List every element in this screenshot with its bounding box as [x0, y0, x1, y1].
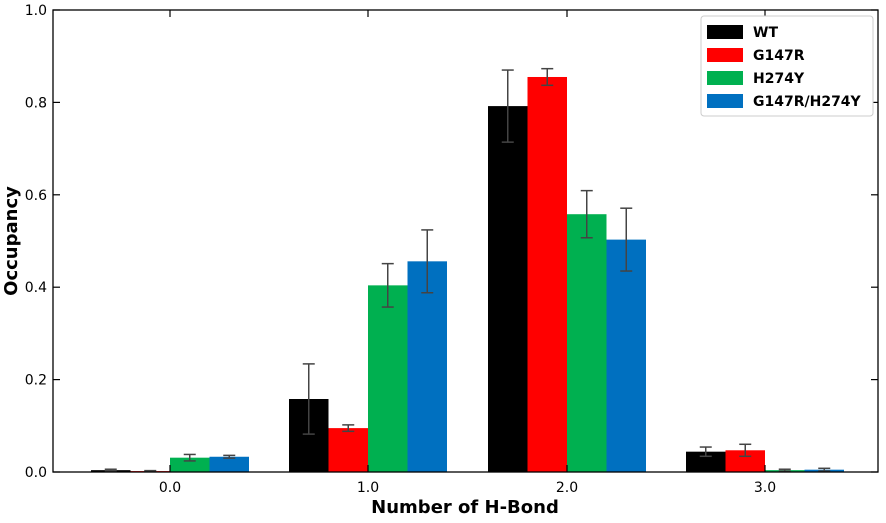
legend-label: G147R/H274Y — [753, 94, 862, 110]
x-tick-label: 3.0 — [754, 480, 776, 496]
error-bars-layer — [104, 67, 831, 473]
error-bar-h274y-0 — [183, 453, 196, 462]
legend-swatch — [707, 71, 743, 85]
legend-item: H274Y — [707, 71, 805, 87]
error-bar-h274y-3 — [778, 468, 791, 472]
bar-g147r-h274y-2 — [606, 239, 646, 472]
bar-g147r-3 — [725, 450, 765, 472]
y-tick-label: 0.0 — [25, 465, 47, 481]
error-bar-g147r-3 — [739, 443, 752, 458]
legend-label: H274Y — [753, 71, 805, 87]
bar-g147r-h274y-1 — [407, 261, 447, 472]
error-bar-g147r-1 — [342, 424, 355, 433]
bar-h274y-0 — [170, 457, 210, 472]
legend-box — [700, 15, 874, 117]
error-bar-g147r-h274y-2 — [620, 207, 633, 272]
error-bar-wt-2 — [501, 69, 514, 143]
legend-item: G147R/H274Y — [707, 94, 862, 110]
bar-g147r-h274y-0 — [209, 456, 249, 472]
error-bar-wt-3 — [699, 446, 712, 458]
bar-g147r-1 — [328, 428, 368, 472]
legend-swatch — [707, 94, 743, 108]
error-bar-g147r-h274y-3 — [818, 467, 831, 472]
bar-h274y-1 — [368, 285, 408, 472]
legend: WT G147R H274Y G147R/H274Y — [700, 15, 874, 117]
x-tick-label: 2.0 — [556, 480, 578, 496]
legend-swatch — [707, 48, 743, 62]
error-bar-h274y-2 — [580, 189, 593, 239]
error-bar-g147r-h274y-0 — [223, 454, 236, 459]
legend-label: WT — [753, 25, 778, 41]
y-tick-label: 0.2 — [25, 373, 47, 389]
x-axis-title: Number of H-Bond — [371, 497, 559, 518]
legend-item: G147R — [707, 48, 805, 64]
legend-item: WT — [707, 25, 778, 41]
bar-wt-3 — [686, 451, 726, 472]
error-bar-g147r-2 — [541, 67, 554, 87]
bar-h274y-2 — [567, 214, 607, 473]
legend-label: G147R — [753, 48, 805, 64]
axes-layer: 0.0 0.2 0.4 0.6 0.8 1.0 0.0 1.0 2.0 3.0 — [25, 3, 878, 496]
bars-layer — [91, 76, 844, 473]
y-axis-title: Occupancy — [1, 186, 22, 296]
bar-wt-2 — [488, 106, 528, 472]
y-tick-label: 0.6 — [25, 188, 47, 204]
legend-swatch — [707, 25, 743, 39]
error-bar-h274y-1 — [381, 262, 394, 308]
bar-g147r-2 — [527, 76, 567, 473]
y-tick-label: 1.0 — [25, 3, 47, 19]
plot-area-frame — [52, 9, 879, 473]
y-tick-label: 0.4 — [25, 280, 47, 296]
error-bar-g147r-h274y-1 — [421, 229, 434, 294]
y-tick-label: 0.8 — [25, 95, 47, 111]
x-tick-label: 1.0 — [357, 480, 379, 496]
x-tick-label: 0.0 — [159, 480, 181, 496]
error-bar-wt-1 — [302, 363, 315, 435]
error-bar-wt-0 — [104, 468, 117, 472]
